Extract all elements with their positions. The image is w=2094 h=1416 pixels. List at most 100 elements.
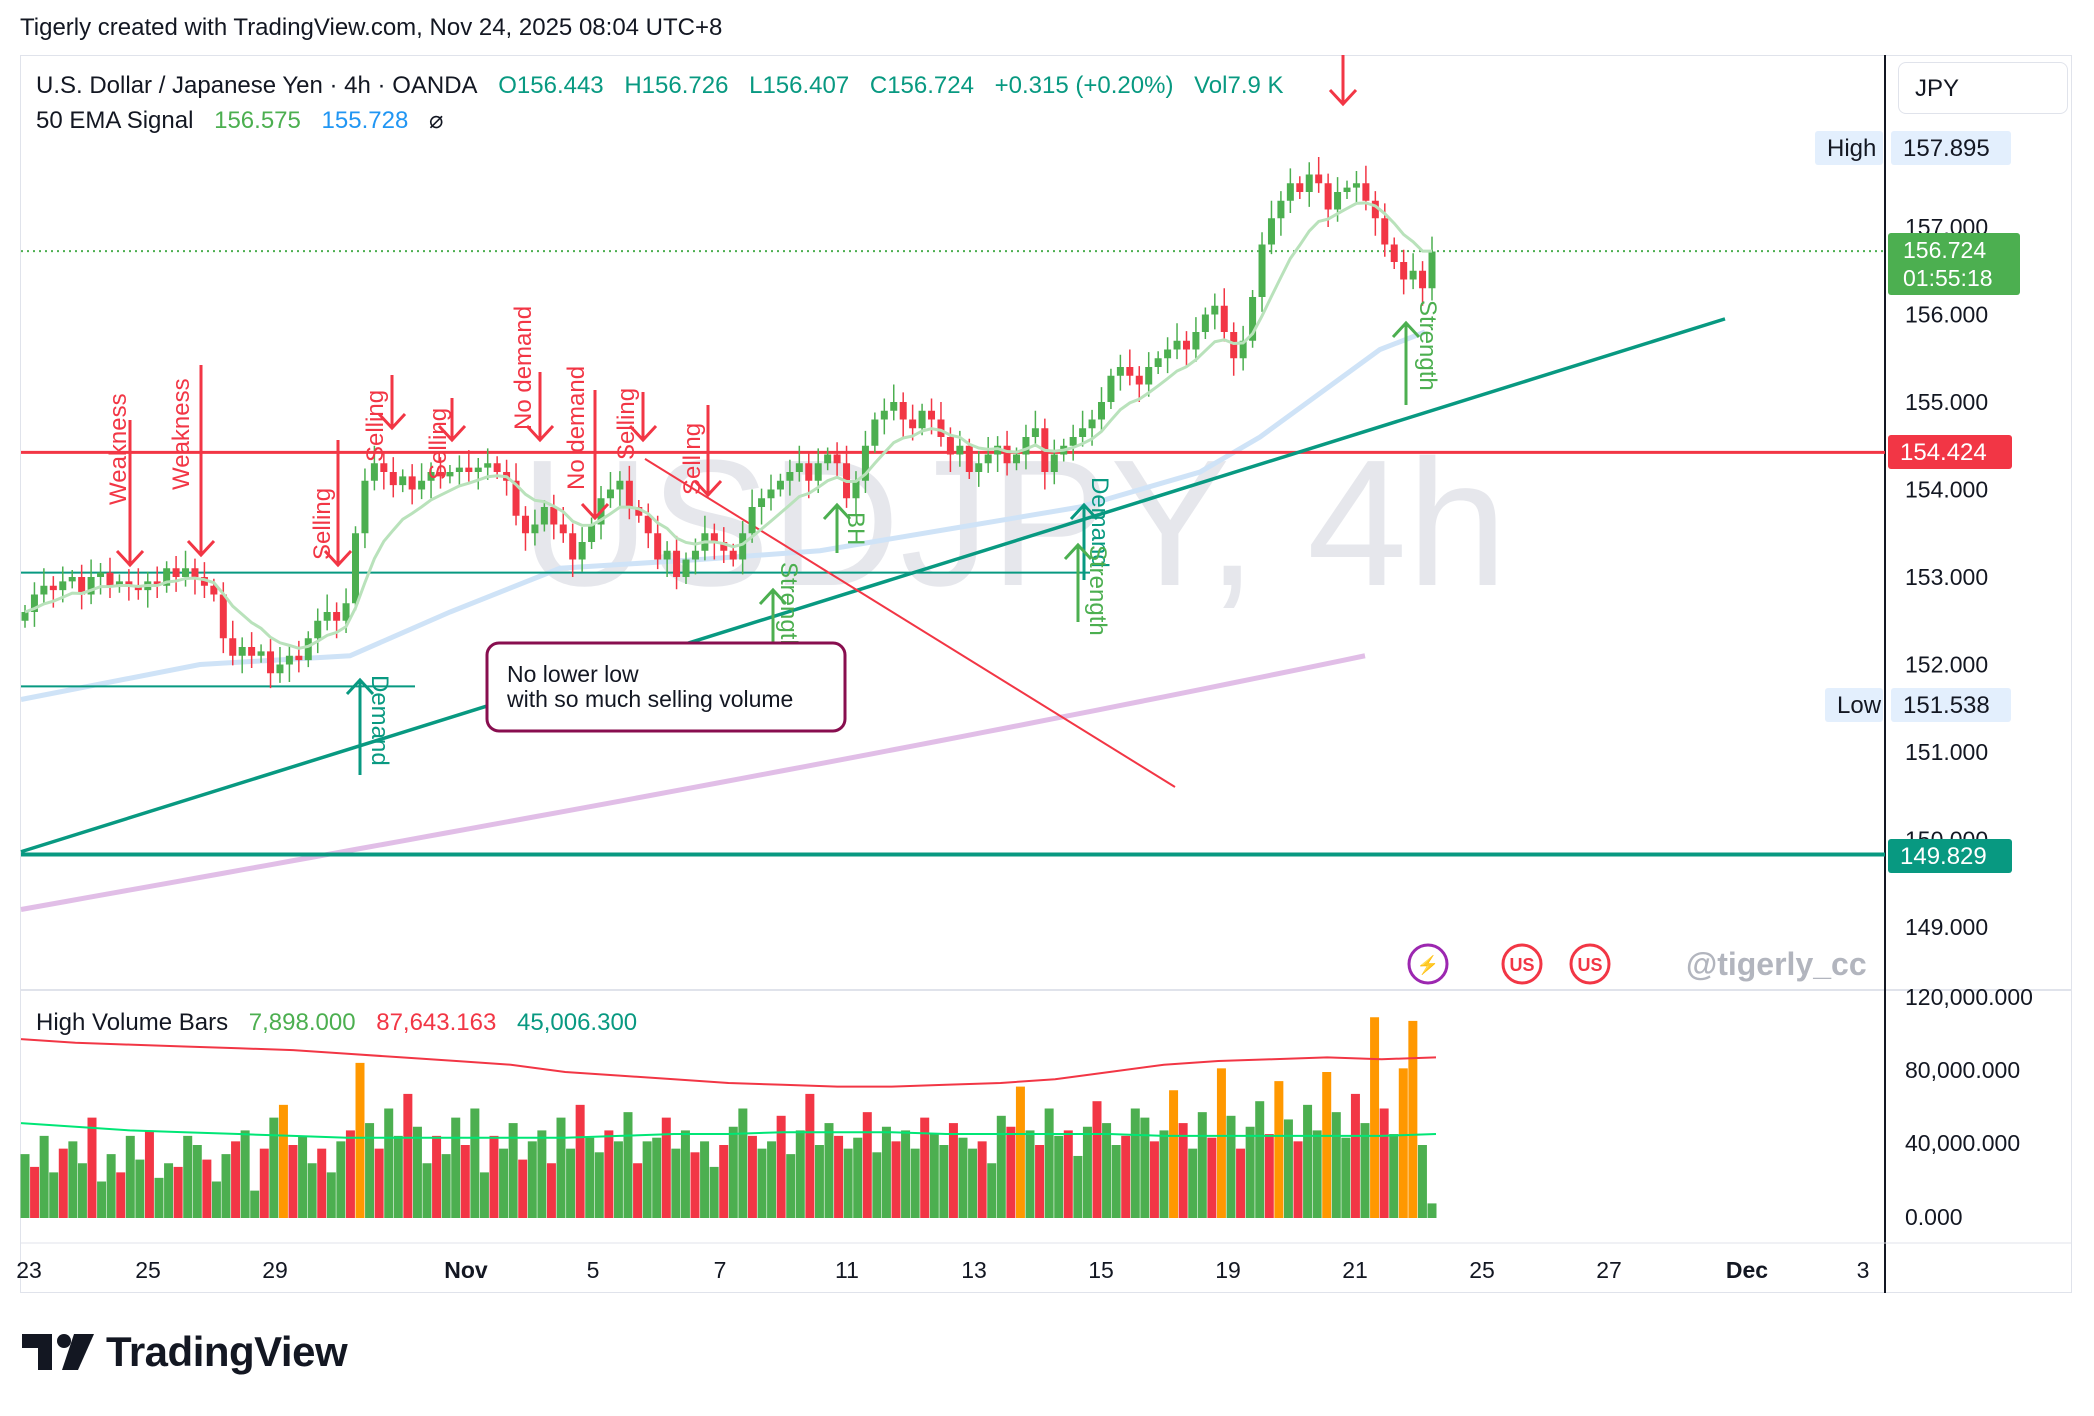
volume-bar	[1236, 1148, 1246, 1218]
ema-fast-line	[24, 201, 1433, 650]
volume-bar	[1216, 1068, 1226, 1218]
annotation-label: Selling	[679, 423, 706, 495]
chart-frame	[20, 55, 2072, 1293]
volume-bar	[920, 1117, 930, 1218]
us-flag-icon: US	[1509, 955, 1534, 975]
candle-body	[625, 480, 633, 507]
candle-body	[1343, 187, 1351, 192]
price-chart[interactable]: USDJPY, 4h149.000150.000151.000152.00015…	[0, 0, 2094, 1300]
annotation-arrowhead	[323, 549, 353, 568]
annotation-label: Selling	[425, 408, 452, 480]
candle-body	[1173, 340, 1181, 350]
volume-bar	[700, 1141, 710, 1218]
candle-body	[1220, 305, 1228, 332]
volume-bar	[1102, 1123, 1112, 1218]
candle-body	[1277, 200, 1285, 219]
candle-body	[578, 542, 586, 560]
note-box	[485, 641, 847, 733]
candle-body	[455, 467, 463, 472]
candle-body	[918, 410, 926, 429]
legend-low: L156.407	[749, 72, 850, 99]
volume-bar	[202, 1159, 212, 1218]
volume-bar	[221, 1154, 231, 1218]
volume-bar	[479, 1172, 489, 1218]
bar-countdown: 01:55:18	[1903, 265, 1993, 291]
volume-bar	[1408, 1020, 1418, 1218]
candle-body	[229, 638, 237, 656]
candle-body	[880, 410, 888, 420]
candle-body	[257, 651, 265, 656]
volume-bar	[1312, 1130, 1322, 1218]
candle-body	[1230, 332, 1238, 359]
candle-body	[588, 524, 596, 542]
candle-body	[776, 480, 784, 490]
tradingview-mark-icon	[22, 1334, 94, 1370]
volume-bar	[1082, 1126, 1092, 1218]
volume-bar	[872, 1152, 882, 1218]
candle-body	[78, 577, 86, 595]
volume-bar	[1379, 1108, 1389, 1218]
candle-body	[1022, 437, 1030, 455]
candle-body	[890, 402, 898, 411]
ema-name[interactable]: 50 EMA Signal	[36, 107, 194, 134]
x-tick-label: 25	[1469, 1257, 1495, 1283]
volume-bar	[499, 1148, 509, 1218]
annotation-arrowhead	[693, 479, 723, 498]
volume-bar	[709, 1166, 719, 1218]
high-value: 157.895	[1903, 135, 1990, 162]
volume-bar	[881, 1126, 891, 1218]
candle-body	[1069, 437, 1077, 446]
currency-button[interactable]: JPY	[1898, 62, 2068, 114]
candle-body	[1050, 454, 1058, 472]
volume-bar	[49, 1172, 59, 1218]
watermark-handle: @tigerly_cc	[1686, 946, 1867, 982]
ema-long-line	[20, 653, 1366, 912]
volume-bar	[20, 1154, 30, 1218]
annotation-arrowhead	[1063, 542, 1093, 561]
tradingview-logo[interactable]: TradingView	[22, 1328, 348, 1376]
candle-body	[172, 568, 180, 577]
volume-bar	[690, 1152, 700, 1218]
volume-bar	[1169, 1090, 1179, 1218]
volume-bar	[355, 1062, 365, 1218]
ema-hidden-icon[interactable]: ⌀	[428, 107, 444, 134]
volume-bar	[891, 1141, 901, 1218]
volume-bar	[537, 1130, 547, 1218]
last-price-badge	[1888, 233, 2020, 295]
candle-body	[1286, 183, 1294, 201]
legend-symbol[interactable]: U.S. Dollar / Japanese Yen · 4h · OANDA	[36, 72, 478, 99]
y-tick-label: 152.000	[1905, 652, 1988, 678]
volume-upper-value: 87,643.163	[376, 1009, 497, 1036]
volume-bar	[1063, 1130, 1073, 1218]
volume-bar	[211, 1181, 221, 1218]
x-tick-label: 23	[16, 1257, 42, 1283]
candle-body	[1381, 218, 1389, 245]
volume-bar	[451, 1117, 461, 1218]
volume-bar	[805, 1093, 815, 1218]
note-line-1: No lower low	[507, 661, 639, 687]
volume-bar	[546, 1163, 556, 1218]
volume-indicator-name[interactable]: High Volume Bars	[36, 1009, 229, 1036]
volume-bar	[633, 1163, 643, 1218]
price-legend: U.S. Dollar / Japanese Yen · 4h · OANDA …	[36, 72, 1298, 100]
candle-body	[163, 568, 171, 586]
candle-body	[238, 647, 246, 656]
volume-y-tick-label: 80,000.000	[1905, 1057, 2020, 1083]
candle-body	[1409, 270, 1417, 280]
candle-body	[493, 463, 501, 472]
volume-y-tick-label: 0.000	[1905, 1204, 1963, 1230]
annotation-label: No demand	[563, 366, 590, 490]
volume-bar	[623, 1112, 633, 1218]
candle-body	[1013, 454, 1021, 464]
volume-bar	[853, 1137, 863, 1218]
volume-bar	[680, 1130, 690, 1218]
candle-body	[59, 581, 67, 591]
volume-bar	[58, 1148, 68, 1218]
candle-body	[729, 550, 737, 560]
candle-body	[946, 437, 954, 455]
candle-body	[267, 651, 275, 674]
volume-bar	[1360, 1123, 1370, 1218]
volume-y-tick-label: 120,000.000	[1905, 984, 2033, 1010]
volume-bar	[585, 1137, 595, 1218]
volume-bar	[403, 1093, 413, 1218]
